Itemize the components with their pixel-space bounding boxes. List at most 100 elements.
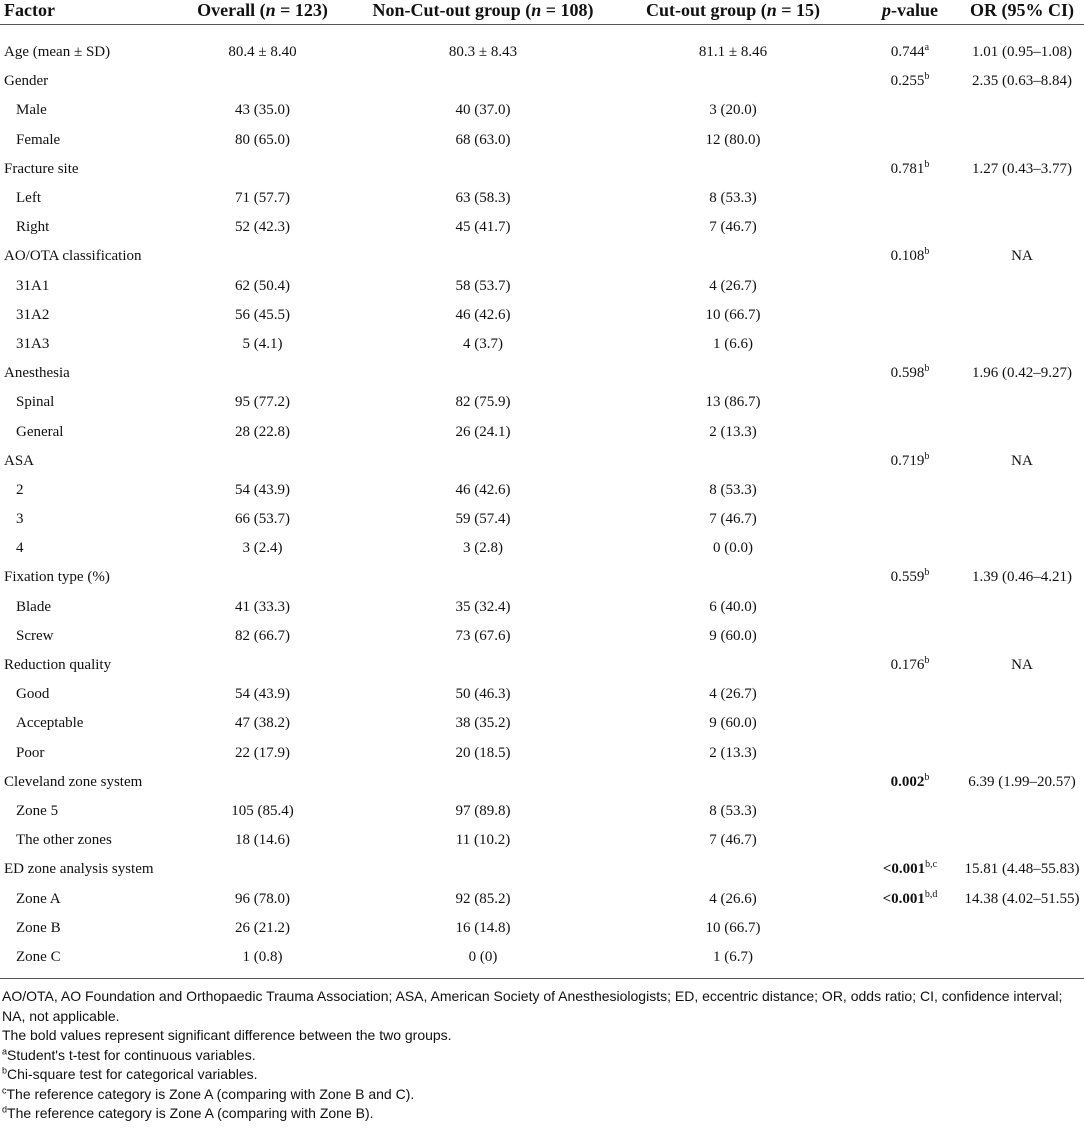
footnote: bChi-square test for categorical variabl…	[2, 1065, 1082, 1085]
or-cell: 1.39 (0.46–4.21)	[972, 569, 1072, 586]
factor-cell: Male	[16, 102, 47, 119]
table-row: Blade 41 (33.3) 35 (32.4) 6 (40.0)	[0, 593, 1084, 622]
header-row: Factor Overall (n = 123) Non-Cut-out group…	[0, 0, 1084, 25]
footnote-mark: c	[2, 1084, 7, 1095]
value-cell: 97 (89.8)	[455, 802, 511, 819]
header-cell: p-value	[860, 0, 960, 25]
value-cell: 38 (35.2)	[455, 715, 511, 732]
empty-cell	[165, 768, 360, 797]
p-value-cell	[860, 622, 960, 651]
value-cell: 28 (22.8)	[235, 423, 290, 440]
value-cell: 10 (66.7)	[705, 306, 761, 323]
table-row: Left 71 (57.7) 63 (58.3) 8 (53.3)	[0, 184, 1084, 213]
table-row: Poor 22 (17.9) 20 (18.5) 2 (13.3)	[0, 739, 1084, 768]
p-value: 0.719	[890, 452, 925, 469]
p-value: <0.001	[882, 890, 925, 907]
value-cell: 5 (4.1)	[242, 335, 283, 352]
table-row: 31A1 62 (50.4) 58 (53.7) 4 (26.7)	[0, 272, 1084, 301]
p-value: <0.001	[882, 861, 926, 878]
value-cell: 52 (42.3)	[235, 219, 290, 236]
footnote-text: The reference category is Zone A (compar…	[7, 1105, 374, 1121]
table-row: Cleveland zone system 0.002b 6.39 (1.99–20…	[0, 768, 1084, 797]
factor-cell: Cleveland zone system	[4, 773, 143, 790]
table-row: Female 80 (65.0) 68 (63.0) 12 (80.0)	[0, 126, 1084, 155]
empty-cell	[360, 155, 606, 184]
empty-cell	[606, 651, 860, 680]
empty-cell	[960, 593, 1084, 622]
or-cell: 1.27 (0.43–3.77)	[972, 160, 1072, 177]
table-row: 31A2 56 (45.5) 46 (42.6) 10 (66.7)	[0, 301, 1084, 330]
empty-cell	[606, 447, 860, 476]
empty-cell	[360, 768, 606, 797]
p-value-cell	[860, 213, 960, 242]
value-cell: 41 (33.3)	[235, 598, 290, 615]
empty-cell	[360, 359, 606, 388]
value-cell: 46 (42.6)	[455, 481, 511, 498]
factor-cell: Poor	[16, 744, 45, 761]
table-row: Acceptable 47 (38.2) 38 (35.2) 9 (60.0)	[0, 709, 1084, 738]
p-value-sup: b	[924, 71, 930, 83]
factor-cell: Acceptable	[16, 715, 84, 732]
table-row: Good 54 (43.9) 50 (46.3) 4 (26.7)	[0, 680, 1084, 709]
data-table: Factor Overall (n = 123) Non-Cut-out group…	[0, 0, 1084, 979]
p-value-cell: 0.176b	[860, 651, 960, 680]
value-cell: 54 (43.9)	[235, 481, 290, 498]
factor-cell: Blade	[16, 598, 51, 615]
table-row: 4 3 (2.4) 3 (2.8) 0 (0.0)	[0, 534, 1084, 563]
p-value-cell	[860, 184, 960, 213]
value-cell: 96 (78.0)	[235, 890, 290, 907]
empty-cell	[606, 359, 860, 388]
value-cell: 105 (85.4)	[231, 802, 294, 819]
value-cell: 66 (53.7)	[235, 511, 290, 528]
empty-cell	[360, 242, 606, 271]
footnote-mark: b	[2, 1065, 8, 1076]
empty-cell	[960, 96, 1084, 125]
p-value-cell	[860, 388, 960, 417]
empty-cell	[960, 505, 1084, 534]
factor-cell: Spinal	[16, 394, 55, 411]
value-cell: 82 (66.7)	[235, 627, 290, 644]
p-value-cell: 0.744a	[860, 25, 960, 68]
empty-cell	[960, 184, 1084, 213]
empty-cell	[360, 651, 606, 680]
p-value-cell	[860, 914, 960, 943]
empty-cell	[165, 855, 360, 884]
table-row: 3 66 (53.7) 59 (57.4) 7 (46.7)	[0, 505, 1084, 534]
value-cell: 9 (60.0)	[709, 715, 757, 732]
p-value: 0.781	[890, 160, 925, 177]
factor-cell: Fracture site	[4, 160, 79, 177]
header-text: = 123)	[275, 0, 328, 20]
empty-cell	[960, 476, 1084, 505]
value-cell: 22 (17.9)	[235, 744, 290, 761]
or-cell: NA	[1011, 657, 1033, 674]
table-row: Gender 0.255b 2.35 (0.63–8.84)	[0, 67, 1084, 96]
factor-cell: 31A3	[16, 335, 50, 352]
value-cell: 80.4 ± 8.40	[228, 44, 297, 61]
header-text: n	[531, 0, 542, 20]
p-value-cell	[860, 739, 960, 768]
p-value-sup: b	[924, 567, 930, 579]
p-value: 0.744	[890, 44, 925, 61]
or-cell: 15.81 (4.48–55.83)	[964, 861, 1080, 878]
footnote: The bold values represent significant di…	[2, 1026, 1082, 1046]
empty-cell	[960, 417, 1084, 446]
table-row: Zone 5 105 (85.4) 97 (89.8) 8 (53.3)	[0, 797, 1084, 826]
header-cell: Overall (n = 123)	[165, 0, 360, 25]
p-value-sup: b	[924, 655, 930, 667]
table-row: Zone A 96 (78.0) 92 (85.2) 4 (26.6) <0.001b,…	[0, 884, 1084, 913]
value-cell: 92 (85.2)	[455, 890, 511, 907]
header-cell: Factor	[0, 0, 165, 25]
footnote-text: Student's t-test for continuous variable…	[7, 1046, 256, 1063]
value-cell: 71 (57.7)	[235, 190, 290, 207]
empty-cell	[606, 155, 860, 184]
empty-cell	[360, 67, 606, 96]
header-cell: Cut-out group (n = 15)	[606, 0, 860, 25]
p-value-cell: 0.108b	[860, 242, 960, 271]
empty-cell	[165, 447, 360, 476]
empty-cell	[360, 447, 606, 476]
value-cell: 3 (2.8)	[463, 540, 503, 557]
p-value-cell	[860, 505, 960, 534]
table-row: The other zones 18 (14.6) 11 (10.2) 7 (46.7…	[0, 826, 1084, 855]
p-value-cell	[860, 126, 960, 155]
empty-cell	[165, 155, 360, 184]
